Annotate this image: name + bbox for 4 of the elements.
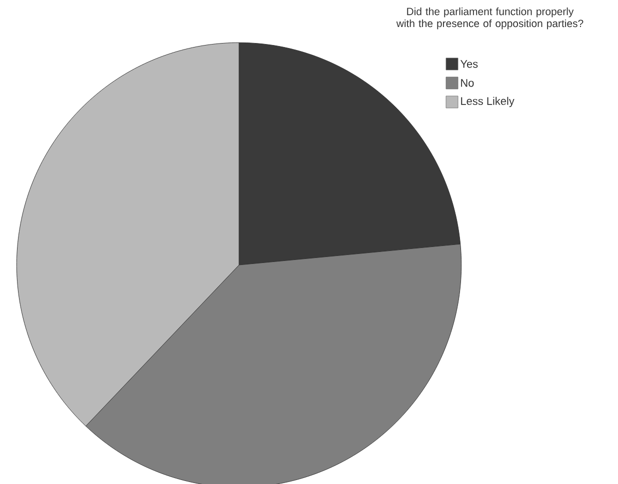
legend-label: No [461, 79, 474, 87]
chart-title: Did the parliament function properly with the presence of opposition parties? [396, 8, 584, 30]
legend-label: Yes [460, 60, 478, 68]
legend-label: Less Likely [461, 96, 514, 108]
